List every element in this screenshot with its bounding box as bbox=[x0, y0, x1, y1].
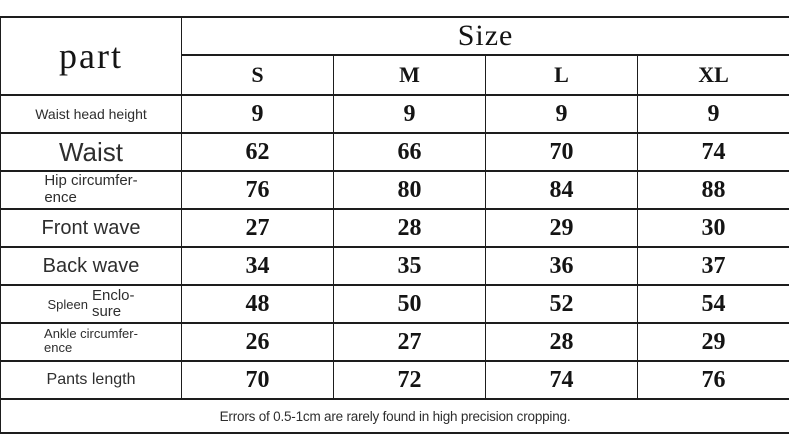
value-cell: 37 bbox=[636, 246, 789, 286]
table-row-ankle-circumference: Ankle circumfer- ence 26 27 28 29 bbox=[0, 322, 789, 362]
value-cell: 76 bbox=[181, 170, 334, 210]
value-cell: 29 bbox=[485, 208, 638, 248]
row-label-text: Spleen bbox=[47, 296, 88, 312]
table-row-hip-circumference: Hip circumfer- ence 76 80 84 88 bbox=[0, 170, 789, 210]
table-row-back-wave: Back wave 34 35 36 37 bbox=[0, 246, 789, 286]
value-cell: 50 bbox=[333, 284, 486, 324]
value-cell: 27 bbox=[181, 208, 334, 248]
table-row-spleen-enclosure: Spleen Enclo- sure 48 50 52 54 bbox=[0, 284, 789, 324]
value-cell: 80 bbox=[333, 170, 486, 210]
value-cell: 30 bbox=[636, 208, 789, 248]
row-label-ankle-circumference: Ankle circumfer- ence bbox=[0, 322, 182, 362]
size-chart-table: part Size S M L XL Waist head height 9 9… bbox=[0, 16, 789, 434]
value-cell: 76 bbox=[636, 360, 789, 400]
value-cell: 28 bbox=[485, 322, 638, 362]
value-cell: 48 bbox=[181, 284, 334, 324]
row-label-pants-length: Pants length bbox=[0, 360, 182, 400]
value-cell: 88 bbox=[636, 170, 789, 210]
col-header-xl: XL bbox=[636, 54, 789, 96]
value-cell: 27 bbox=[333, 322, 486, 362]
value-cell: 9 bbox=[485, 94, 638, 134]
value-cell: 9 bbox=[181, 94, 334, 134]
value-cell: 26 bbox=[181, 322, 334, 362]
row-label-group: Spleen Enclo- sure bbox=[47, 286, 135, 320]
row-label-waist-head-height: Waist head height bbox=[0, 94, 182, 134]
value-cell: 34 bbox=[181, 246, 334, 286]
size-header-label: Size bbox=[457, 19, 514, 52]
value-cell: 74 bbox=[636, 132, 789, 172]
value-cell: 70 bbox=[181, 360, 334, 400]
row-label-text: Ankle circumfer- ence bbox=[44, 325, 138, 356]
row-label-spleen-enclosure: Spleen Enclo- sure bbox=[0, 284, 182, 324]
value-cell: 36 bbox=[485, 246, 638, 286]
col-header-s: S bbox=[181, 54, 334, 96]
row-label-front-wave: Front wave bbox=[0, 208, 182, 248]
table-row-front-wave: Front wave 27 28 29 30 bbox=[0, 208, 789, 248]
col-header-l: L bbox=[485, 54, 638, 96]
part-header-cell: part bbox=[0, 16, 182, 96]
row-label-text: Hip circumfer- ence bbox=[44, 172, 138, 206]
table-row-waist: Waist 62 66 70 74 bbox=[0, 132, 789, 172]
col-header-m: M bbox=[333, 54, 486, 96]
table-row-pants-length: Pants length 70 72 74 76 bbox=[0, 360, 789, 400]
tolerance-note: Errors of 0.5-1cm are rarely found in hi… bbox=[0, 398, 789, 434]
value-cell: 74 bbox=[485, 360, 638, 400]
value-cell: 54 bbox=[636, 284, 789, 324]
value-cell: 66 bbox=[333, 132, 486, 172]
value-cell: 52 bbox=[485, 284, 638, 324]
row-label-waist: Waist bbox=[0, 132, 182, 172]
row-label-back-wave: Back wave bbox=[0, 246, 182, 286]
value-cell: 70 bbox=[485, 132, 638, 172]
value-cell: 35 bbox=[333, 246, 486, 286]
value-cell: 62 bbox=[181, 132, 334, 172]
value-cell: 28 bbox=[333, 208, 486, 248]
row-label-text-wrapped: Enclo- sure bbox=[91, 286, 135, 320]
part-header-label: part bbox=[59, 36, 123, 76]
size-header-cell: Size bbox=[180, 16, 789, 56]
value-cell: 9 bbox=[636, 94, 789, 134]
value-cell: 72 bbox=[333, 360, 486, 400]
value-cell: 84 bbox=[485, 170, 638, 210]
value-cell: 29 bbox=[636, 322, 789, 362]
table-row-waist-head-height: Waist head height 9 9 9 9 bbox=[0, 94, 789, 134]
table-row-note: Errors of 0.5-1cm are rarely found in hi… bbox=[0, 398, 789, 434]
value-cell: 9 bbox=[333, 94, 486, 134]
row-label-hip-circumference: Hip circumfer- ence bbox=[0, 170, 182, 210]
